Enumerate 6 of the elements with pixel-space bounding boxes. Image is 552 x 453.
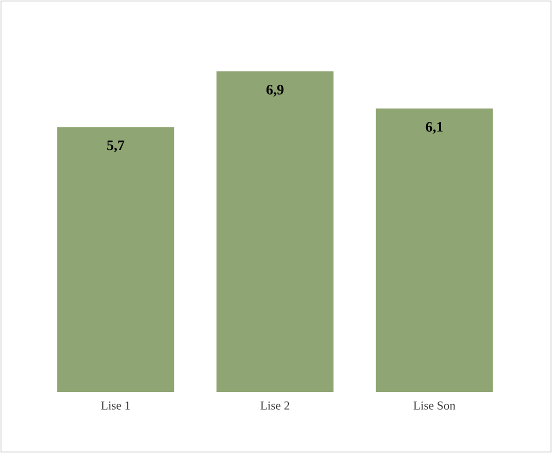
data-label: 5,7 xyxy=(107,140,124,152)
x-tick-label: Lise Son xyxy=(414,402,456,410)
x-tick-label: Lise 1 xyxy=(101,402,130,410)
data-label: 6,9 xyxy=(266,84,284,97)
data-label: 6,1 xyxy=(426,122,443,134)
x-tick-label: Lise 2 xyxy=(260,402,290,410)
